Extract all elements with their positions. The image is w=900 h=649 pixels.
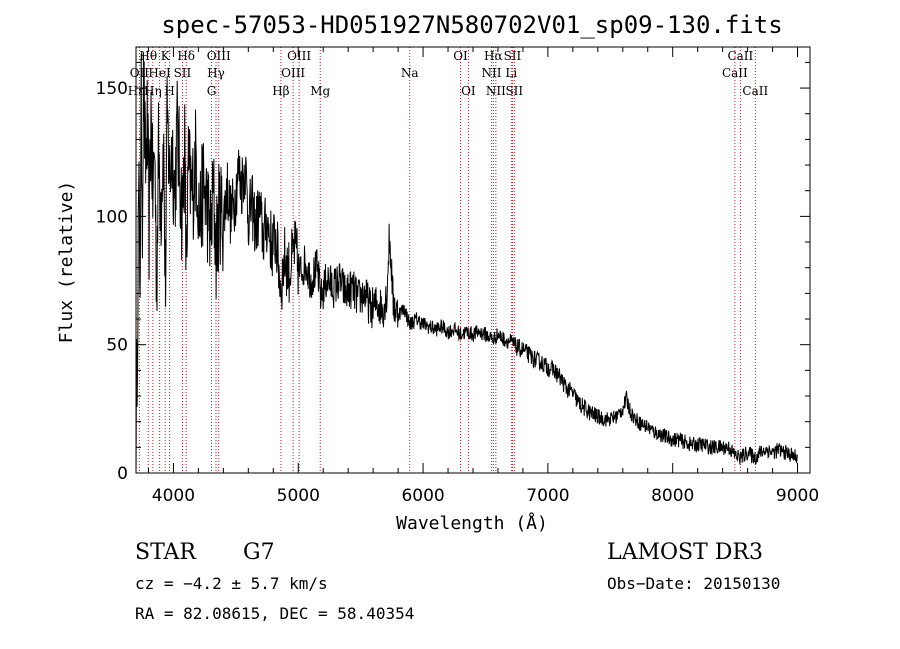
y-tick-label: 150	[96, 79, 128, 99]
line-label: Li	[505, 66, 517, 80]
line-label: CaII	[742, 84, 768, 98]
line-label: SII	[504, 49, 522, 63]
line-label: G	[207, 84, 217, 98]
y-axis-ticks: 0 50 100 150	[96, 61, 810, 484]
line-label: OIII	[207, 49, 231, 63]
object-subclass: G7	[243, 540, 275, 565]
x-tick-label: 5000	[277, 486, 320, 506]
line-label: OIII	[287, 49, 311, 63]
object-class: STAR	[135, 540, 196, 565]
line-label: OIII	[281, 66, 305, 80]
line-label: Hδ	[177, 49, 195, 63]
x-tick-label: 9000	[776, 486, 819, 506]
y-tick-label: 100	[96, 207, 128, 227]
line-label: HeI	[148, 66, 171, 80]
spectrum-line	[135, 52, 798, 474]
y-tick-label: 50	[106, 336, 128, 356]
line-label: Mg	[310, 84, 330, 98]
plot-frame	[135, 46, 811, 474]
line-label: NII	[486, 84, 506, 98]
line-label: Hα	[484, 49, 503, 63]
emission-line-labels: HεOIIHθHηHeIKHSIIHδGHγOIIIHβOIIIOIIIMgNa…	[128, 49, 769, 98]
line-label: K	[161, 49, 171, 63]
x-axis-label: Wavelength (Å)	[396, 512, 548, 534]
x-tick-label: 8000	[651, 486, 694, 506]
line-label: Hη	[144, 84, 162, 98]
line-label: OI	[461, 84, 476, 98]
x-tick-label: 7000	[526, 486, 569, 506]
line-label: Hγ	[207, 66, 225, 80]
line-label: H	[164, 84, 174, 98]
coordinates: RA = 82.08615, DEC = 58.40354	[135, 604, 415, 623]
line-label: SII	[505, 84, 523, 98]
line-label: CaII	[727, 49, 753, 63]
x-tick-label: 6000	[401, 486, 444, 506]
emission-line-markers	[135, 47, 756, 473]
line-label: Na	[401, 66, 419, 80]
chart-title: spec-57053-HD051927N580702V01_sp09-130.f…	[161, 11, 782, 39]
line-label: OII	[130, 66, 150, 80]
line-label: SII	[174, 66, 192, 80]
redshift-velocity: cz = −4.2 ± 5.7 km/s	[135, 574, 328, 593]
y-tick-label: 0	[117, 464, 128, 484]
line-label: NII	[481, 66, 501, 80]
y-axis-label: Flux (relative)	[56, 181, 77, 344]
survey-name: LAMOST DR3	[607, 540, 763, 565]
x-tick-label: 4000	[152, 486, 195, 506]
line-label: Hβ	[272, 84, 289, 98]
x-axis-ticks: 4000 5000 6000 7000 8000 9000	[147, 47, 819, 506]
line-label: CaII	[722, 66, 748, 80]
line-label: OI	[453, 49, 468, 63]
observation-date: Obs−Date: 20150130	[607, 574, 781, 593]
